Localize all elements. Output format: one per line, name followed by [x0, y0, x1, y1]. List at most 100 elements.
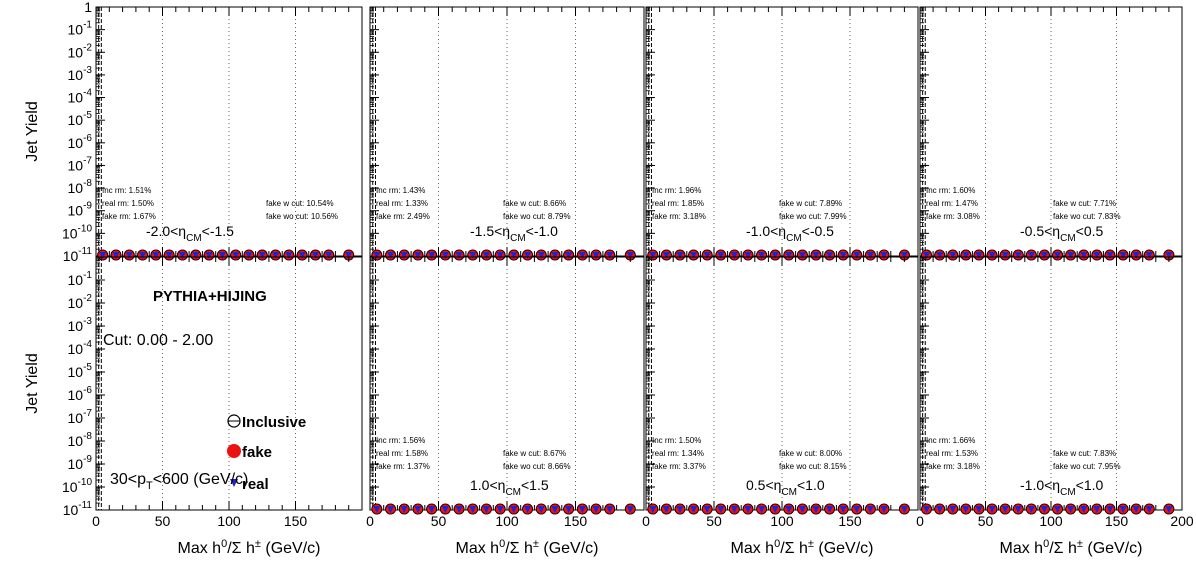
y-tick-base: 10 [68, 433, 84, 449]
x-tick-label: 50 [706, 513, 722, 529]
point-real [923, 252, 931, 259]
eta-label-part: CM [781, 487, 797, 498]
point-inclusive [986, 503, 998, 515]
x-tick-label: 150 [284, 513, 308, 529]
point-inclusive [999, 503, 1011, 515]
point-real [400, 252, 408, 259]
x-axis-label-superscript: 0 [774, 538, 780, 550]
legend-inclusive-label: Inclusive [242, 414, 306, 431]
point-inclusive [1130, 249, 1142, 261]
x-tick-label: 100 [495, 513, 519, 529]
eta-label-part: <1.0 [1076, 477, 1104, 493]
point-inclusive [769, 249, 781, 261]
point-inclusive [688, 249, 699, 261]
y-tick-exponent: -7 [83, 408, 92, 419]
point-inclusive [865, 503, 876, 515]
point-real [812, 506, 820, 513]
point-real [551, 252, 559, 259]
point-real [1132, 506, 1140, 513]
x-tick-label: 0 [642, 513, 650, 529]
stat-real: real rm: 1.50% [102, 199, 154, 208]
panel: 0 50 100 150 200 Inc rm: 1.66% real rm: 1.53% f… [916, 256, 1194, 529]
point-inclusive [810, 249, 822, 261]
point-inclusive [878, 249, 890, 261]
point-real [1132, 252, 1140, 259]
stat-real: real rm: 1.58% [376, 449, 428, 458]
y-tick-exponent: -4 [83, 88, 92, 99]
point-inclusive [947, 503, 959, 515]
point-real [798, 252, 806, 259]
point-inclusive [522, 249, 533, 261]
x-axis-label-part: (GeV/c) [539, 540, 599, 557]
point-real [771, 506, 779, 513]
point-real [900, 506, 908, 513]
point-inclusive [590, 503, 602, 515]
point-real [975, 252, 983, 259]
legend-pt-part: <600 (GeV/c) [153, 471, 249, 488]
stat-real: real rm: 1.33% [376, 199, 428, 208]
point-real [1106, 506, 1114, 513]
stat-fake-w-cut: fake w cut: 8.67% [503, 449, 566, 458]
point-real [428, 506, 436, 513]
x-axis-label-superscript: ± [533, 538, 539, 550]
x-axis-label-part: (GeV/c) [261, 540, 321, 557]
point-inclusive [797, 249, 808, 261]
x-axis-label-part: /Σ h [505, 540, 533, 557]
point-real [785, 506, 793, 513]
point-inclusive [398, 249, 410, 261]
stat-fake: fake rm: 3.08% [926, 212, 980, 221]
point-inclusive [715, 249, 727, 261]
stat-real: real rm: 1.47% [926, 199, 978, 208]
y-tick-base: 10 [68, 387, 84, 403]
point-inclusive [1117, 249, 1129, 261]
y-tick-exponent: -7 [83, 155, 92, 166]
point-inclusive [810, 503, 822, 515]
eta-label-part: CM [786, 233, 802, 244]
point-real [414, 252, 422, 259]
point-inclusive [947, 249, 959, 261]
eta-range-label: -2.0<ηCM<-1.5 [146, 223, 234, 244]
stat-fake: fake rm: 3.18% [652, 212, 706, 221]
point-inclusive [824, 503, 835, 515]
point-inclusive [1117, 503, 1129, 515]
point-real [606, 252, 614, 259]
point-real [717, 506, 725, 513]
point-real [923, 506, 931, 513]
y-tick-label: 10-6 [68, 385, 93, 403]
x-axis-label-superscript: 0 [221, 538, 227, 550]
point-real [690, 506, 698, 513]
point-real [537, 506, 545, 513]
point-real [798, 506, 806, 513]
point-real [649, 506, 657, 513]
y-tick-base: 10 [68, 90, 84, 106]
point-inclusive [150, 249, 162, 261]
point-real [232, 252, 240, 259]
point-real [936, 506, 944, 513]
point-inclusive [123, 249, 135, 261]
eta-label-part: 1.0<η [470, 477, 505, 493]
point-inclusive [549, 503, 561, 515]
eta-label-part: CM [186, 233, 202, 244]
x-axis-label: Max h0/Σ h± (GeV/c) [178, 538, 321, 557]
point-inclusive [508, 249, 520, 261]
point-real [510, 252, 518, 259]
point-real [900, 252, 908, 259]
point-inclusive [190, 249, 202, 261]
y-axis-label: Jet Yield [24, 101, 41, 161]
eta-label-part: <-0.5 [802, 223, 835, 239]
point-inclusive [1065, 503, 1077, 515]
x-axis-label-part: (GeV/c) [814, 540, 874, 557]
point-real [936, 252, 944, 259]
point-real [565, 506, 573, 513]
point-real [482, 252, 490, 259]
y-tick-base: 10 [63, 502, 79, 518]
x-axis-label-part: /Σ h [1049, 540, 1077, 557]
point-inclusive [674, 249, 686, 261]
y-tick-label: 10-2 [68, 293, 93, 311]
stat-inclusive: Inc rm: 1.56% [376, 436, 425, 445]
point-inclusive [494, 249, 506, 261]
y-tick-base: 10 [62, 479, 78, 495]
point-inclusive [674, 503, 686, 515]
